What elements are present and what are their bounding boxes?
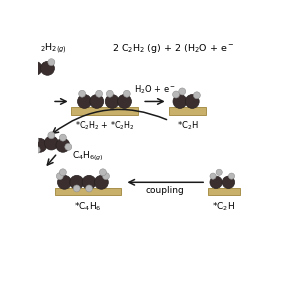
Circle shape xyxy=(210,176,222,188)
Circle shape xyxy=(70,176,84,189)
Circle shape xyxy=(59,169,66,176)
Circle shape xyxy=(44,136,58,150)
Circle shape xyxy=(33,146,40,153)
Circle shape xyxy=(94,176,108,189)
Text: *C$_4$H$_6$: *C$_4$H$_6$ xyxy=(74,200,102,212)
Text: 2 C$_2$H$_2$ (g) + 2 (H$_2$O + e$^-$: 2 C$_2$H$_2$ (g) + 2 (H$_2$O + e$^-$ xyxy=(112,42,234,55)
Circle shape xyxy=(222,176,235,188)
Circle shape xyxy=(59,134,66,141)
Bar xyxy=(55,188,121,195)
Circle shape xyxy=(32,136,39,143)
Circle shape xyxy=(48,59,55,66)
Circle shape xyxy=(40,61,54,75)
Circle shape xyxy=(100,169,106,176)
Circle shape xyxy=(48,132,55,139)
Bar xyxy=(169,107,206,115)
Circle shape xyxy=(123,90,130,97)
Text: *C$_2$H: *C$_2$H xyxy=(177,119,198,132)
Circle shape xyxy=(118,94,131,108)
Circle shape xyxy=(228,173,235,179)
Circle shape xyxy=(194,92,200,99)
Circle shape xyxy=(106,90,113,97)
Circle shape xyxy=(58,176,71,189)
Circle shape xyxy=(90,94,104,108)
Circle shape xyxy=(77,94,92,108)
Text: $_2$H$_{2(g)}$: $_2$H$_{2(g)}$ xyxy=(40,42,67,56)
Circle shape xyxy=(65,143,72,150)
Circle shape xyxy=(79,90,86,97)
Bar xyxy=(208,188,240,195)
Text: *C$_2$H: *C$_2$H xyxy=(212,200,235,212)
Circle shape xyxy=(33,138,47,152)
Text: *C$_2$H$_2$ + *C$_2$H$_2$: *C$_2$H$_2$ + *C$_2$H$_2$ xyxy=(75,119,134,132)
Circle shape xyxy=(179,88,186,95)
Circle shape xyxy=(216,169,222,176)
Circle shape xyxy=(210,173,216,179)
Bar xyxy=(70,107,138,115)
Circle shape xyxy=(85,185,92,192)
Circle shape xyxy=(28,59,35,66)
Circle shape xyxy=(96,90,103,97)
Circle shape xyxy=(82,176,96,189)
Circle shape xyxy=(73,185,80,192)
Circle shape xyxy=(185,94,199,108)
Text: coupling: coupling xyxy=(146,186,185,195)
Circle shape xyxy=(28,61,42,75)
Circle shape xyxy=(172,91,179,98)
Text: C$_4$H$_{6(g)}$: C$_4$H$_{6(g)}$ xyxy=(72,150,104,163)
Circle shape xyxy=(105,94,119,108)
Circle shape xyxy=(56,138,70,152)
Circle shape xyxy=(103,173,110,180)
Text: H$_2$O + e$^-$: H$_2$O + e$^-$ xyxy=(134,84,176,96)
Circle shape xyxy=(56,173,63,180)
Circle shape xyxy=(173,94,187,108)
